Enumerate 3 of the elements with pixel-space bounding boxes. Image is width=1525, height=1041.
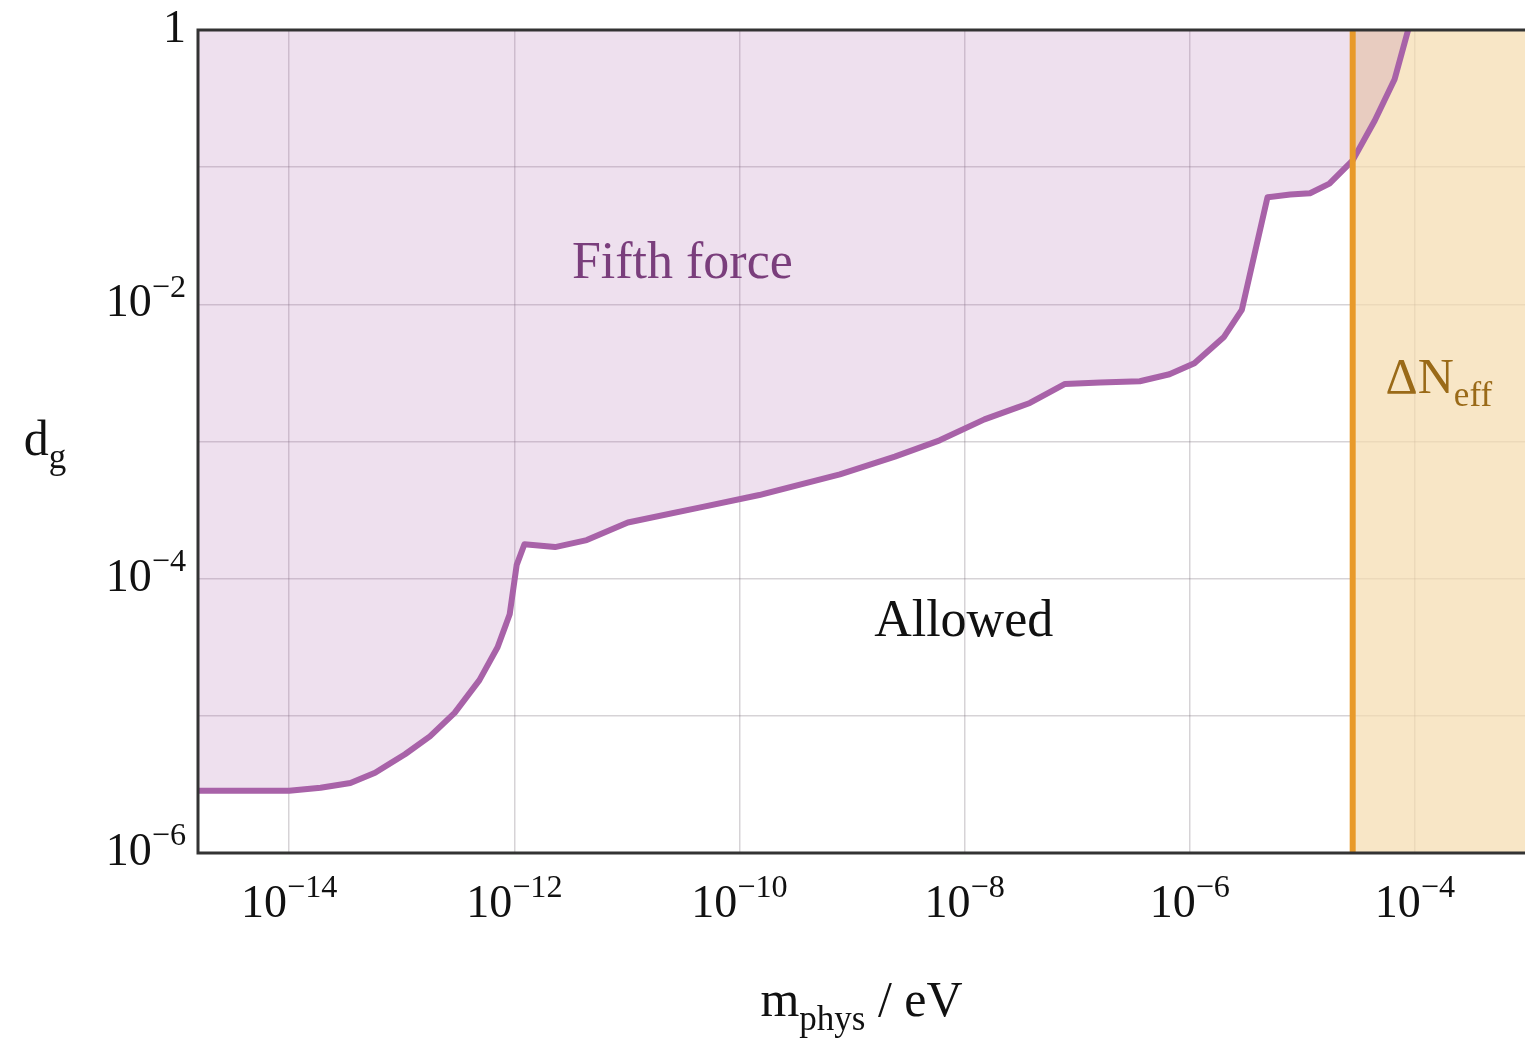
y-tick-label: 1 [163,1,186,53]
series-label: Fifth force [571,232,793,290]
annotation: Allowed [874,590,1054,648]
